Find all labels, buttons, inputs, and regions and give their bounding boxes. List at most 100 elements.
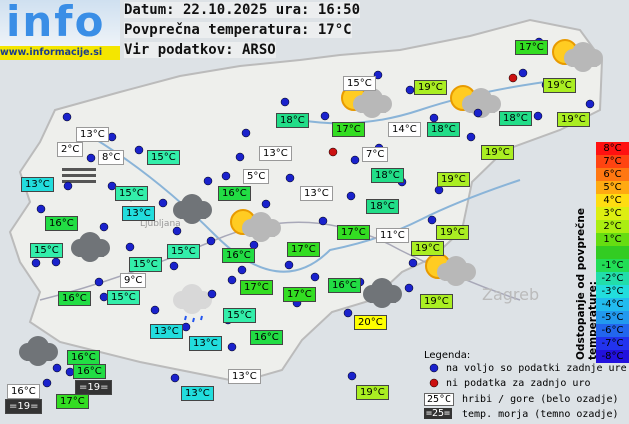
station-dot [94, 277, 104, 287]
legend-sample: 25°C [424, 393, 455, 406]
station-temp: 19°C [481, 145, 514, 160]
station-dot [427, 215, 437, 225]
station-dot [466, 132, 476, 142]
station-dot [36, 204, 46, 214]
station-temp: 13°C [300, 186, 333, 201]
station-temp: 15°C [115, 186, 148, 201]
station-temp: 19°C [437, 172, 470, 187]
station-temp: 9°C [120, 273, 147, 288]
scale-item: 1°C [596, 233, 629, 246]
station-dot [533, 111, 543, 121]
scale-item: 4°C [596, 194, 629, 207]
scale-item: -6°C [596, 324, 629, 337]
cloud [180, 210, 206, 219]
station-temp: 15°C [129, 257, 162, 272]
station-temp: 19°C [356, 385, 389, 400]
station-temp: 8°C [98, 150, 125, 165]
station-dot [169, 261, 179, 271]
station-temp: 16°C [73, 364, 106, 379]
scale-item: 6°C [596, 168, 629, 181]
fog [62, 180, 96, 183]
station-temp: 15°C [147, 150, 180, 165]
station-temp: 18°C [427, 122, 460, 137]
station-temp: 16°C [222, 248, 255, 263]
station-temp: 17°C [515, 40, 548, 55]
station-temp: 15°C [167, 244, 200, 259]
station-temp: 19°C [436, 225, 469, 240]
station-temp: 19°C [557, 112, 590, 127]
cloud [78, 248, 104, 257]
fog [62, 174, 96, 177]
cloud [444, 272, 470, 281]
station-missing [328, 147, 338, 157]
station-dot [99, 222, 109, 232]
station-temp: 20°C [354, 315, 387, 330]
station-dot [235, 152, 245, 162]
scale-item: -5°C [596, 311, 629, 324]
scale-item: -1°C [596, 259, 629, 272]
station-dot [429, 363, 439, 373]
station-temp: 18°C [371, 168, 404, 183]
station-dot [434, 185, 444, 195]
station-dot [346, 191, 356, 201]
scale-item: -2°C [596, 272, 629, 285]
station-dot [585, 99, 595, 109]
station-dot [318, 216, 328, 226]
station-dot [408, 258, 418, 268]
cloud [360, 104, 386, 113]
legend-title: Legenda: [424, 350, 471, 361]
raindrop [192, 317, 195, 323]
station-temp: 7°C [362, 147, 389, 162]
scale-item: -4°C [596, 298, 629, 311]
station-temp: 11°C [376, 228, 409, 243]
country [8, 18, 604, 384]
station-temp: 16°C [328, 278, 361, 293]
station-temp: 15°C [107, 290, 140, 305]
scale-item: 5°C [596, 181, 629, 194]
station-temp: 13°C [259, 146, 292, 161]
station-temp: 18°C [276, 113, 309, 128]
station-temp: 13°C [189, 336, 222, 351]
station-temp: 17°C [287, 242, 320, 257]
station-dot [350, 155, 360, 165]
station-dot [404, 283, 414, 293]
station-temp: 13°C [228, 369, 261, 384]
station-dot [227, 275, 237, 285]
fog [62, 168, 96, 171]
station-dot [310, 272, 320, 282]
scale-item: -7°C [596, 337, 629, 350]
cloud [370, 294, 396, 303]
site-url[interactable]: www.informacije.si [0, 46, 120, 60]
station-dot [518, 68, 528, 78]
cloud [571, 58, 597, 67]
place-label: Ljubljana [140, 219, 181, 229]
scale-item: -8°C [596, 350, 629, 363]
cloud [469, 104, 495, 113]
place-label: Zagreb [482, 285, 539, 304]
station-dot [405, 85, 415, 95]
station-temp: 19°C [414, 80, 447, 95]
scale-item: 8°C [596, 142, 629, 155]
station-temp: 15°C [30, 243, 63, 258]
station-missing [429, 378, 439, 388]
station-dot [63, 181, 73, 191]
station-dot [134, 145, 144, 155]
station-temp: =19= [75, 380, 113, 395]
station-dot [150, 305, 160, 315]
station-dot [170, 373, 180, 383]
station-temp: 17°C [240, 280, 273, 295]
station-temp: 16°C [250, 330, 283, 345]
station-temp: 13°C [76, 127, 109, 142]
header-line: Vir podatkov: ARSO [124, 42, 276, 58]
station-dot [203, 176, 213, 186]
logo: info [6, 0, 106, 46]
station-dot [280, 97, 290, 107]
raindrop [200, 315, 203, 321]
station-dot [62, 112, 72, 122]
station-temp: 19°C [411, 241, 444, 256]
station-dot [429, 113, 439, 123]
scale-item: 7°C [596, 155, 629, 168]
cloud [26, 352, 52, 361]
station-temp: 17°C [56, 394, 89, 409]
river [79, 129, 521, 273]
